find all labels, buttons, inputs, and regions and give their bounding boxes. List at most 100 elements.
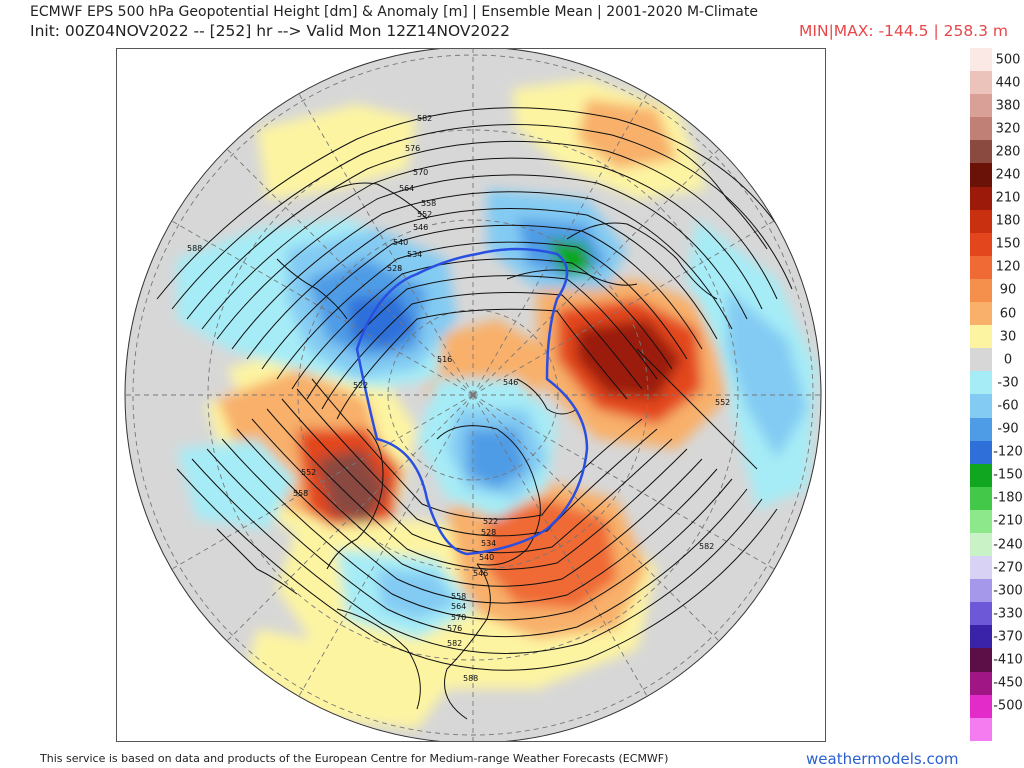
colorbar-swatch xyxy=(970,94,992,118)
colorbar-label: 280 xyxy=(995,144,1021,160)
colorbar-label: 120 xyxy=(995,259,1021,275)
colorbar-label: -450 xyxy=(993,675,1023,691)
colorbar-swatch xyxy=(970,71,992,95)
contour-label: 534 xyxy=(481,539,496,548)
graticule xyxy=(125,49,821,741)
contour-label: 546 xyxy=(413,223,428,232)
colorbar-label: -300 xyxy=(993,583,1023,599)
colorbar-swatch xyxy=(970,556,992,580)
colorbar-row: -30 xyxy=(970,371,1020,395)
colorbar-swatch xyxy=(970,232,992,256)
colorbar-row: -210 xyxy=(970,509,1023,533)
contour-label: 582 xyxy=(417,114,432,123)
colorbar-row: 240 xyxy=(970,163,1020,187)
colorbar-row: 440 xyxy=(970,71,1021,95)
colorbar-label: -90 xyxy=(997,421,1019,437)
colorbar-swatch xyxy=(970,371,992,395)
colorbar-swatch xyxy=(970,463,992,487)
ecmwf-attribution: This service is based on data and produc… xyxy=(40,752,669,765)
colorbar-swatch xyxy=(970,348,992,372)
colorbar-row: -150 xyxy=(970,463,1023,487)
colorbar-row: -500 xyxy=(970,694,1023,718)
colorbar-swatch xyxy=(970,648,992,672)
colorbar-label: -410 xyxy=(993,652,1023,668)
colorbar-swatch xyxy=(970,325,992,349)
contour-label: 552 xyxy=(301,468,316,477)
colorbar-swatch xyxy=(970,186,992,210)
colorbar-swatch xyxy=(970,48,992,72)
map-panel: 582 576 570 564 558 552 546 540 534 528 … xyxy=(116,48,826,742)
height-contours xyxy=(156,107,808,671)
colorbar-swatch xyxy=(970,602,992,626)
contour-label: 540 xyxy=(393,238,408,247)
contour-label: 588 xyxy=(463,674,478,683)
colorbar-row: -300 xyxy=(970,579,1023,603)
colorbar-row: 30 xyxy=(970,325,1020,349)
colorbar-swatch xyxy=(970,440,992,464)
colorbar-row: 0 xyxy=(970,348,1020,372)
colorbar-label: -60 xyxy=(997,398,1019,414)
contour-label: 564 xyxy=(399,184,414,193)
colorbar-swatch xyxy=(970,163,992,187)
colorbar-row: -240 xyxy=(970,532,1023,557)
colorbar-row: 320 xyxy=(970,117,1020,141)
colorbar-label: 90 xyxy=(999,282,1017,298)
colorbar-label: 30 xyxy=(999,329,1017,345)
contour-label: 552 xyxy=(417,210,432,219)
contour-label: 558 xyxy=(451,592,466,601)
site-link[interactable]: weathermodels.com xyxy=(806,750,959,768)
polar-map: 582 576 570 564 558 552 546 540 534 528 … xyxy=(117,49,825,741)
colorbar-swatch xyxy=(970,694,992,718)
chart-init-line: Init: 00Z04NOV2022 -- [252] hr --> Valid… xyxy=(30,22,510,40)
colorbar-row: 90 xyxy=(970,278,1020,303)
contour-label: 582 xyxy=(699,542,714,551)
contour-label: 552 xyxy=(715,398,730,407)
colorbar-label: 180 xyxy=(995,213,1021,229)
colorbar-row: 380 xyxy=(970,94,1020,118)
contour-label: 546 xyxy=(503,378,518,387)
colorbar-row: 210 xyxy=(970,186,1021,210)
colorbar-swatch xyxy=(970,579,992,603)
contour-label: 570 xyxy=(451,613,466,622)
colorbar-label: -120 xyxy=(993,444,1023,460)
colorbar-label: 210 xyxy=(995,190,1021,206)
minmax-readout: MIN|MAX: -144.5 | 258.3 m xyxy=(799,22,1008,40)
contour-label: 576 xyxy=(447,624,462,633)
colorbar-row: -90 xyxy=(970,417,1020,441)
contour-label: 522 xyxy=(353,381,368,390)
colorbar-label: -500 xyxy=(993,698,1023,714)
coastlines xyxy=(216,148,768,720)
anomaly-colorbar: 500 440 380 320 280 240 210 180 150 120 90 60 30 0 -30… xyxy=(970,48,1023,741)
colorbar-label: -30 xyxy=(997,375,1019,391)
colorbar-swatch xyxy=(970,717,992,741)
colorbar-swatch xyxy=(970,209,992,233)
contour-label: 546 xyxy=(473,569,488,578)
contour-label: 576 xyxy=(405,144,420,153)
colorbar-swatch xyxy=(970,255,992,279)
colorbar-label: 440 xyxy=(995,75,1021,91)
colorbar-label: -330 xyxy=(993,606,1023,622)
colorbar-swatch xyxy=(970,278,992,303)
colorbar-swatch xyxy=(970,532,992,557)
colorbar-swatch xyxy=(970,625,992,649)
colorbar-swatch xyxy=(970,302,992,326)
colorbar-label: -240 xyxy=(993,537,1023,553)
colorbar-row: -120 xyxy=(970,440,1023,464)
contour-label: 558 xyxy=(293,489,308,498)
contour-540-highlight xyxy=(355,247,589,556)
colorbar-row: -330 xyxy=(970,602,1023,626)
colorbar-row: 60 xyxy=(970,302,1020,326)
colorbar-row: -370 xyxy=(970,625,1023,649)
colorbar-row: 500 xyxy=(970,48,1021,72)
colorbar-swatch xyxy=(970,671,992,695)
contour-label: 582 xyxy=(447,639,462,648)
colorbar-row xyxy=(970,717,1020,741)
map-disc-outline xyxy=(124,49,822,741)
colorbar-row: 280 xyxy=(970,140,1021,164)
contour-label: 528 xyxy=(481,528,496,537)
colorbar-row: 180 xyxy=(970,209,1021,233)
colorbar-row: -270 xyxy=(970,556,1023,580)
colorbar-swatch xyxy=(970,140,992,164)
colorbar-label: 500 xyxy=(995,52,1021,68)
colorbar-swatch xyxy=(970,394,992,418)
